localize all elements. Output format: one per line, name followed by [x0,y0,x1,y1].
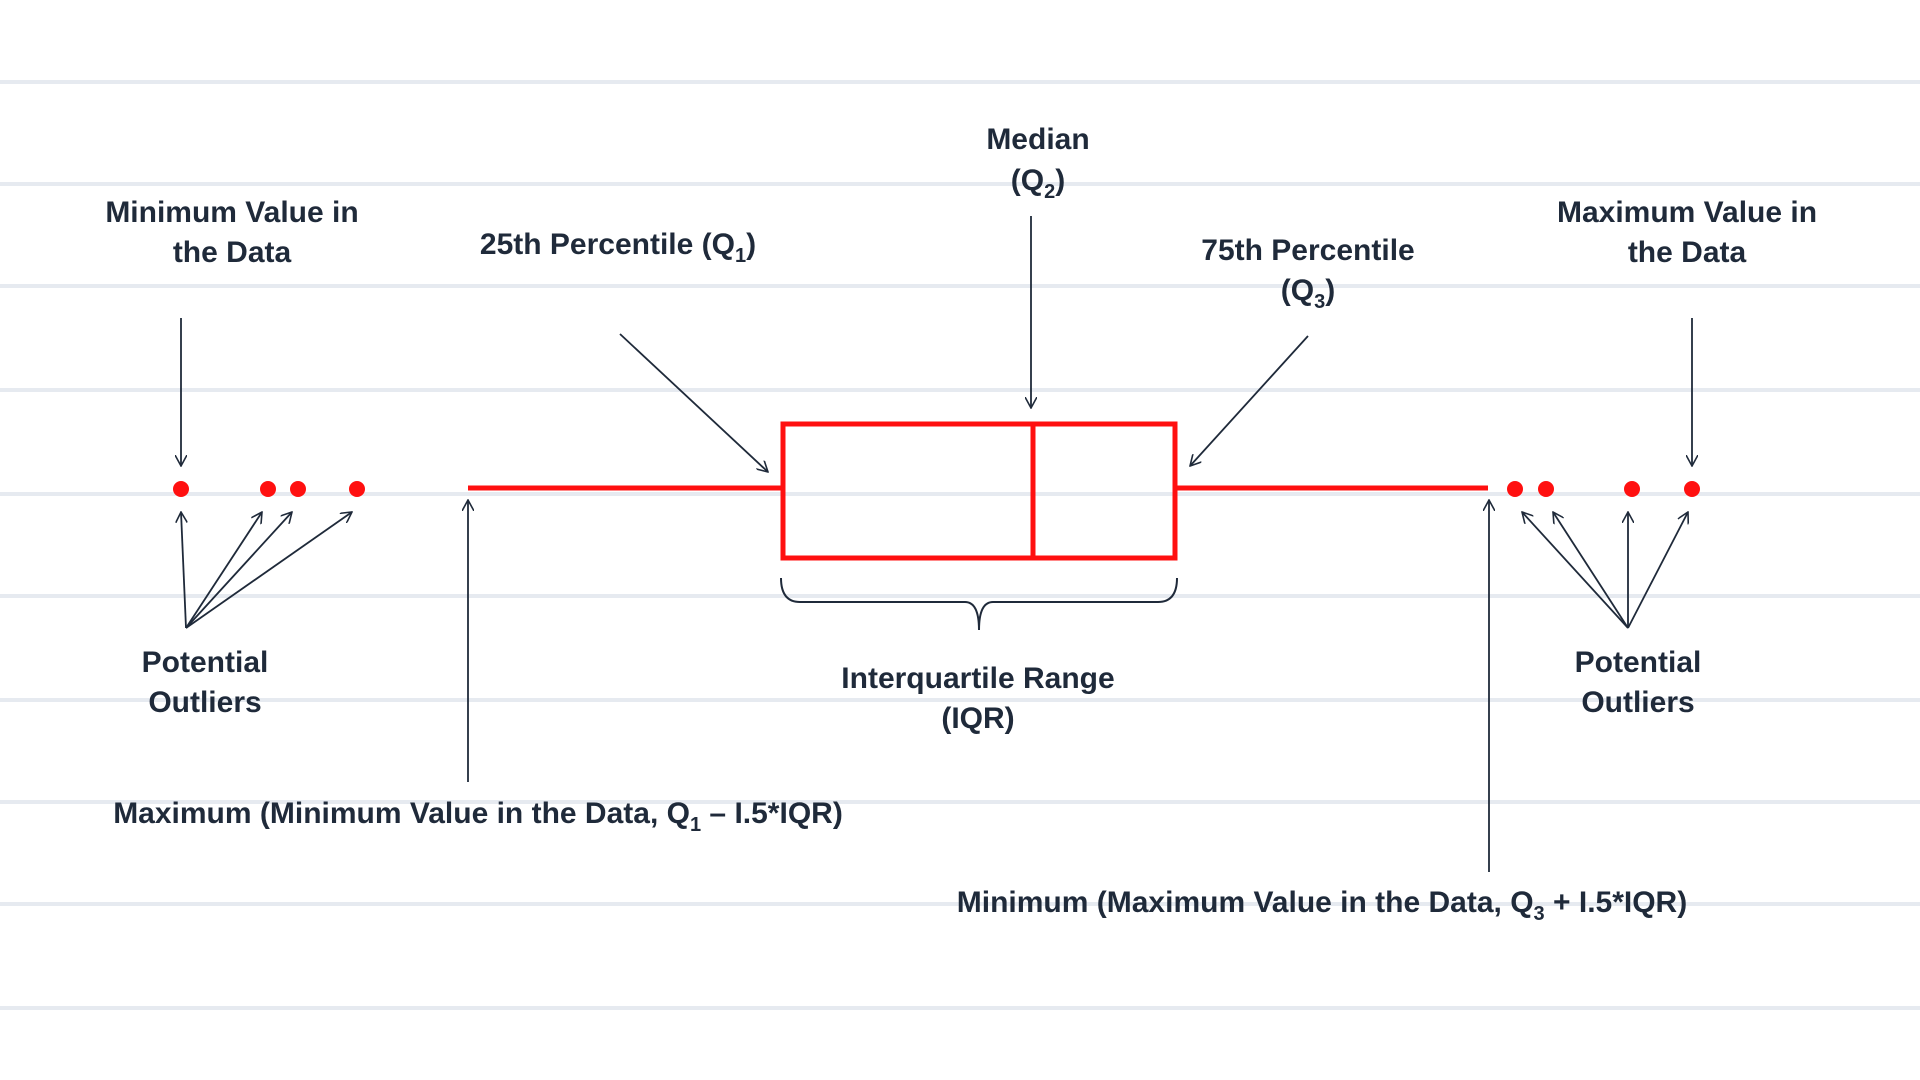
outlier-dot [1538,481,1554,497]
q3-label: 75th Percentile [1201,234,1414,267]
median-q2-label: (Q2) [1011,164,1065,203]
lower-whisker-label: Maximum (Minimum Value in the Data, Q1 –… [113,797,843,836]
outlier-arrow [1553,512,1629,629]
q1-label: 25th Percentile (Q1) [480,228,756,267]
max-value-label: Maximum Value in [1557,196,1817,229]
q3-arrow [1190,335,1309,466]
outlier-arrow [1627,512,1688,629]
outlier-dot [1684,481,1700,497]
ruled-background-lines [0,80,1920,1010]
outlier-arrow [185,512,292,629]
q1-arrow [619,333,768,472]
upper-whisker-label: Minimum (Maximum Value in the Data, Q3 +… [957,886,1687,925]
outlier-dot [290,481,306,497]
annotation-arrows [181,216,1692,872]
outlier-arrow [181,512,186,629]
outlier-dot [1507,481,1523,497]
iqr-brace [780,577,1178,631]
min-value-label-line2: the Data [173,236,292,269]
outlier-arrow [185,512,352,629]
q3-label-line2: (Q3) [1281,274,1335,313]
min-value-label: Minimum Value in [105,196,358,229]
outlier-dot [260,481,276,497]
outlier-dot [349,481,365,497]
outlier-dot [1624,481,1640,497]
iqr-label: Interquartile Range [841,662,1114,695]
outliers-right-label-line2: Outliers [1581,686,1694,719]
median-label: Median [986,123,1089,156]
max-value-label-line2: the Data [1628,236,1747,269]
outliers-right-label: Potential [1575,646,1702,679]
outlier-arrow [1522,512,1629,629]
iqr-label-line2: (IQR) [941,702,1014,735]
iqr-box [780,421,1178,561]
outliers-left-label: Potential [142,646,269,679]
outliers-left-label-line2: Outliers [148,686,261,719]
outliers-left-dots [173,481,365,497]
outlier-dot [173,481,189,497]
outlier-arrow [185,512,262,629]
outliers-right-dots [1507,481,1700,497]
